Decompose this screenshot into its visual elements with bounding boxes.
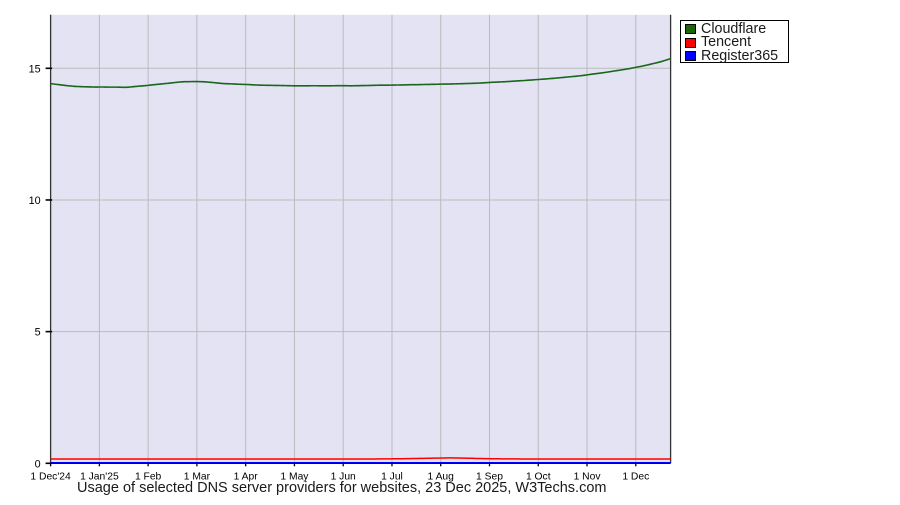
svg-text:5: 5	[35, 327, 41, 339]
svg-text:0: 0	[35, 458, 41, 470]
svg-text:15: 15	[29, 63, 41, 75]
svg-text:10: 10	[29, 195, 41, 207]
svg-text:1 Dec'24: 1 Dec'24	[30, 471, 71, 482]
svg-text:1 Dec: 1 Dec	[622, 471, 649, 482]
